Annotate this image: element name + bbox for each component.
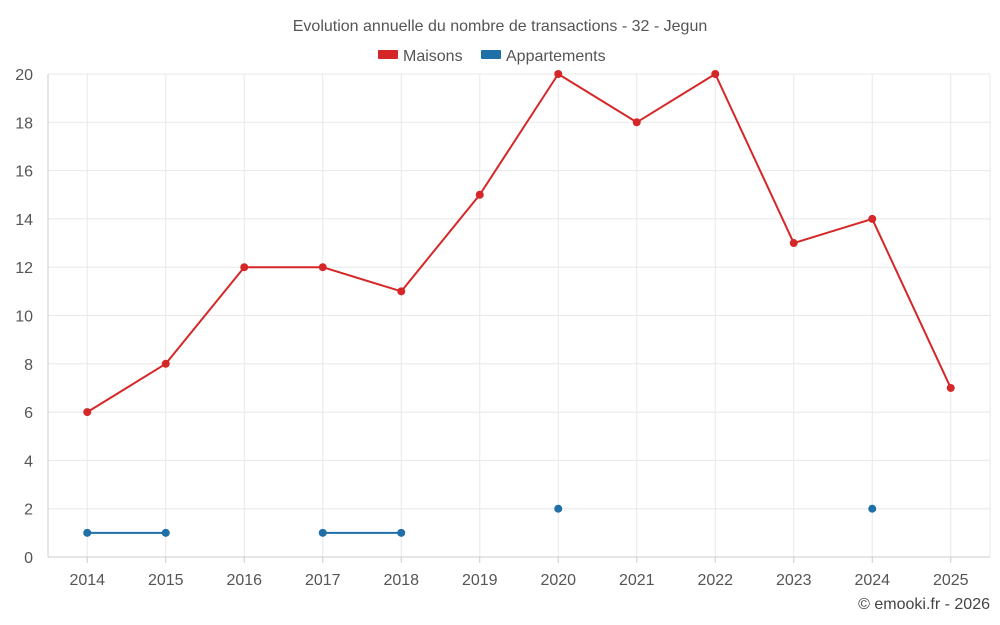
- point-maisons-2019[interactable]: [475, 190, 484, 199]
- point-appartements-2020[interactable]: [554, 504, 563, 513]
- point-maisons-2020[interactable]: [554, 70, 563, 78]
- line-segment-maisons-2018-2019: [400, 193, 481, 293]
- y-tick-label-4: 4: [24, 453, 33, 470]
- legend[interactable]: Maisons Appartements: [378, 48, 606, 65]
- x-tick-label-2017: 2017: [305, 572, 341, 589]
- line-segment-maisons-2023-2024: [792, 217, 874, 245]
- y-tick-label-6: 6: [24, 405, 33, 422]
- y-tick-label-10: 10: [15, 309, 33, 326]
- axes: [47, 74, 990, 563]
- chart-title: Evolution annuelle du nombre de transact…: [293, 18, 707, 35]
- credit-text: © emooki.fr - 2026: [858, 596, 990, 613]
- point-maisons-2021[interactable]: [632, 118, 641, 127]
- line-segment-maisons-2014-2015: [86, 362, 167, 414]
- legend-item-appartements[interactable]: Appartements: [481, 48, 606, 65]
- x-tick-label-2014: 2014: [69, 572, 105, 589]
- x-tick-label-2022: 2022: [697, 572, 733, 589]
- x-tick-label-2018: 2018: [383, 572, 419, 589]
- legend-item-maisons[interactable]: Maisons: [378, 48, 463, 65]
- point-maisons-2016[interactable]: [240, 263, 249, 272]
- point-appartements-2017[interactable]: [318, 528, 327, 537]
- y-tick-label-0: 0: [24, 550, 33, 567]
- point-maisons-2017[interactable]: [318, 263, 327, 272]
- point-appartements-2014[interactable]: [83, 528, 92, 537]
- point-appartements-2018[interactable]: [397, 528, 406, 537]
- y-tick-label-18: 18: [15, 115, 33, 132]
- x-tick-label-2019: 2019: [462, 572, 498, 589]
- y-axis-ticks: 0 2 4 6 8 10 12 14 16 18 20: [15, 67, 33, 567]
- legend-label-appartements: Appartements: [506, 48, 606, 65]
- point-appartements-2024[interactable]: [868, 504, 877, 513]
- line-segment-maisons-2021-2022: [635, 73, 717, 124]
- point-maisons-2022[interactable]: [711, 70, 720, 78]
- x-tick-label-2015: 2015: [148, 572, 184, 589]
- line-segment-maisons-2020-2021: [557, 73, 638, 124]
- y-tick-label-8: 8: [24, 357, 33, 374]
- series-appartements: [83, 504, 877, 537]
- point-maisons-2014[interactable]: [83, 408, 92, 417]
- x-tick-label-2016: 2016: [226, 572, 262, 589]
- x-tick-label-2020: 2020: [540, 572, 576, 589]
- line-segment-maisons-2019-2020: [478, 73, 560, 196]
- y-tick-label-20: 20: [15, 67, 33, 84]
- grid-lines: [48, 73, 991, 557]
- legend-swatch-appartements: [481, 50, 501, 59]
- point-maisons-2018[interactable]: [397, 287, 406, 296]
- series-maisons: [83, 70, 955, 417]
- legend-swatch-maisons: [378, 50, 398, 59]
- y-tick-label-12: 12: [15, 260, 33, 277]
- line-segment-maisons-2015-2016: [164, 266, 246, 365]
- x-tick-label-2021: 2021: [619, 572, 655, 589]
- series: [83, 70, 955, 537]
- y-tick-label-14: 14: [15, 212, 33, 229]
- x-axis-ticks: 2014 2015 2016 2017 2018 2019 2020 2021 2022 2023…: [69, 572, 968, 589]
- point-maisons-2025[interactable]: [946, 383, 955, 392]
- point-appartements-2015[interactable]: [161, 528, 170, 537]
- y-tick-label-16: 16: [15, 164, 33, 181]
- x-tick-label-2024: 2024: [854, 572, 890, 589]
- y-tick-label-2: 2: [24, 502, 33, 519]
- x-tick-label-2023: 2023: [776, 572, 812, 589]
- line-segment-maisons-2017-2018: [321, 266, 403, 293]
- x-tick-label-2025: 2025: [933, 572, 969, 589]
- point-maisons-2015[interactable]: [161, 359, 170, 368]
- line-segment-maisons-2022-2023: [714, 73, 795, 245]
- legend-label-maisons: Maisons: [403, 48, 463, 65]
- point-maisons-2024[interactable]: [868, 214, 877, 223]
- line-segment-maisons-2024-2025: [871, 217, 952, 389]
- point-maisons-2023[interactable]: [789, 239, 798, 248]
